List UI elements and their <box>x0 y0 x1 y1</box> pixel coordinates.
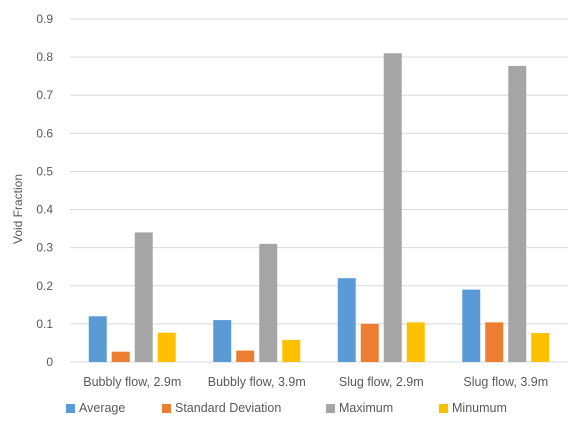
y-tick-label: 0.6 <box>36 126 53 140</box>
bar-minumum <box>531 333 550 362</box>
bar-minumum <box>406 322 425 362</box>
y-tick-label: 0.7 <box>36 88 53 102</box>
y-tick-label: 0.4 <box>36 203 53 217</box>
bar-average <box>462 289 481 362</box>
legend-label: Minumum <box>452 401 507 415</box>
tick-labels: 0 0.1 0.2 0.3 0.4 0.5 0.6 0.7 0.8 0.9 Bubbly flow,… <box>36 12 548 389</box>
y-axis-title: Void Fraction <box>11 174 25 244</box>
y-tick-label: 0.3 <box>36 241 53 255</box>
y-tick-label: 0.1 <box>36 317 53 331</box>
legend: Average Standard Deviation Maximum Minumum <box>66 401 507 415</box>
bar-maximum <box>383 53 402 363</box>
y-tick-label: 0 <box>46 355 53 369</box>
bar-standard-deviation <box>485 322 504 362</box>
bar-maximum <box>508 65 527 363</box>
bar-minumum <box>282 339 301 362</box>
legend-swatch <box>326 404 335 413</box>
bars <box>88 53 550 363</box>
gridlines <box>70 18 568 325</box>
x-tick-label: Bubbly flow, 3.9m <box>208 375 306 389</box>
y-tick-label: 0.9 <box>36 12 53 26</box>
bar-standard-deviation <box>236 350 255 362</box>
legend-label: Average <box>79 401 125 415</box>
bar-standard-deviation <box>360 323 379 362</box>
x-tick-label: Bubbly flow, 2.9m <box>83 375 181 389</box>
bar-average <box>213 320 232 362</box>
legend-swatch <box>66 404 75 413</box>
y-tick-label: 0.2 <box>36 279 53 293</box>
bar-maximum <box>259 243 278 362</box>
legend-swatch <box>439 404 448 413</box>
bar-standard-deviation <box>111 351 130 362</box>
legend-label: Standard Deviation <box>175 401 281 415</box>
bar-average <box>88 316 107 362</box>
bar-average <box>337 278 356 362</box>
legend-swatch <box>162 404 171 413</box>
legend-label: Maximum <box>339 401 393 415</box>
y-tick-label: 0.8 <box>36 50 53 64</box>
bar-maximum <box>134 232 153 362</box>
x-tick-label: Slug flow, 2.9m <box>339 375 424 389</box>
bar-minumum <box>157 332 176 362</box>
y-tick-label: 0.5 <box>36 164 53 178</box>
x-tick-label: Slug flow, 3.9m <box>463 375 548 389</box>
